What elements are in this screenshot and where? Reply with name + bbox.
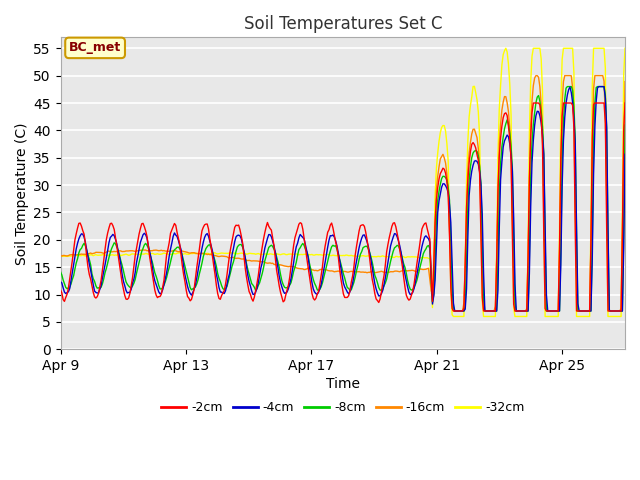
Text: BC_met: BC_met <box>69 41 121 54</box>
Legend: -2cm, -4cm, -8cm, -16cm, -32cm: -2cm, -4cm, -8cm, -16cm, -32cm <box>156 396 529 419</box>
Y-axis label: Soil Temperature (C): Soil Temperature (C) <box>15 122 29 264</box>
Title: Soil Temperatures Set C: Soil Temperatures Set C <box>243 15 442 33</box>
X-axis label: Time: Time <box>326 377 360 391</box>
